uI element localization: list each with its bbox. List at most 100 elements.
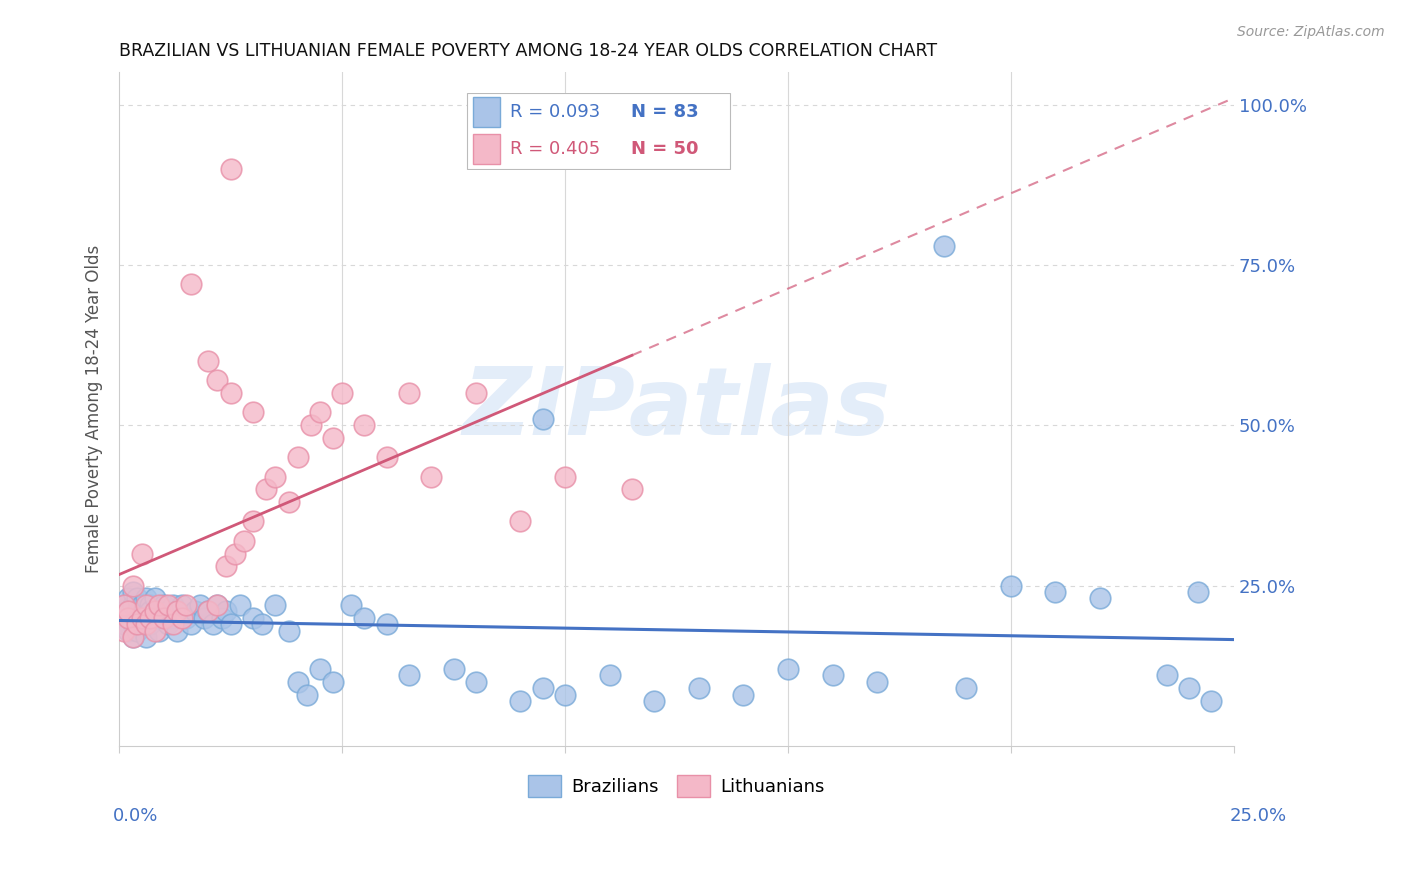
Point (1201, 694, 1223, 708)
Point (166, 624, 188, 638)
Point (121, 630, 143, 644)
Point (330, 386, 353, 401)
Legend: Brazilians, Lithuanians: Brazilians, Lithuanians (522, 768, 832, 805)
Point (153, 598, 176, 612)
Point (287, 450, 309, 465)
Point (143, 604, 166, 618)
Y-axis label: Female Poverty Among 18-24 Year Olds: Female Poverty Among 18-24 Year Olds (86, 245, 103, 574)
Point (170, 610, 193, 624)
Point (197, 604, 219, 618)
Point (620, 483, 643, 497)
Point (121, 579, 143, 593)
Point (228, 598, 250, 612)
Point (211, 610, 233, 624)
Point (121, 585, 143, 599)
Point (1045, 585, 1067, 599)
Point (131, 547, 153, 561)
Point (143, 610, 166, 624)
Point (1000, 579, 1022, 593)
Point (121, 617, 143, 632)
Point (531, 681, 554, 696)
Point (277, 495, 299, 509)
Point (131, 604, 153, 618)
Point (131, 598, 153, 612)
Point (148, 598, 170, 612)
Point (112, 598, 135, 612)
Point (112, 598, 135, 612)
Point (340, 598, 363, 612)
Point (166, 604, 188, 618)
Point (224, 547, 246, 561)
Point (264, 469, 287, 483)
Point (309, 662, 332, 676)
Point (554, 688, 576, 702)
Point (531, 412, 554, 426)
Point (166, 604, 188, 618)
Point (932, 238, 955, 252)
Point (127, 617, 149, 632)
Point (127, 591, 149, 606)
Point (139, 604, 162, 618)
Point (215, 604, 238, 618)
Point (821, 668, 844, 682)
Text: 25.0%: 25.0% (1229, 807, 1286, 825)
Point (309, 405, 332, 419)
Point (207, 598, 229, 612)
Point (955, 681, 977, 696)
Point (127, 604, 149, 618)
Point (254, 483, 277, 497)
Point (157, 598, 180, 612)
Point (1178, 681, 1201, 696)
Point (135, 591, 157, 606)
Point (139, 610, 162, 624)
Point (174, 598, 197, 612)
Point (776, 662, 799, 676)
Point (139, 598, 162, 612)
Point (242, 610, 264, 624)
Point (162, 610, 184, 624)
Point (443, 662, 465, 676)
Point (215, 559, 238, 574)
Point (398, 668, 420, 682)
Point (184, 604, 207, 618)
Point (599, 668, 621, 682)
Point (509, 515, 531, 529)
Point (135, 630, 157, 644)
Point (201, 617, 224, 632)
Point (153, 610, 176, 624)
Point (121, 598, 143, 612)
Point (135, 617, 157, 632)
Point (219, 161, 242, 176)
Point (242, 405, 264, 419)
Point (733, 688, 755, 702)
Point (233, 533, 256, 548)
Point (162, 617, 184, 632)
Point (464, 674, 486, 689)
Point (197, 604, 219, 618)
Point (299, 418, 322, 433)
Point (353, 418, 375, 433)
Point (157, 604, 180, 618)
Point (207, 373, 229, 387)
Point (112, 617, 135, 632)
Point (643, 694, 665, 708)
Point (295, 688, 318, 702)
Point (131, 617, 153, 632)
Text: Source: ZipAtlas.com: Source: ZipAtlas.com (1237, 25, 1385, 39)
Point (180, 277, 202, 292)
Point (117, 604, 139, 618)
Point (207, 598, 229, 612)
Point (1187, 585, 1209, 599)
Point (127, 624, 149, 638)
Point (353, 610, 375, 624)
Point (143, 591, 166, 606)
Point (121, 630, 143, 644)
Point (117, 624, 139, 638)
Point (174, 610, 197, 624)
Point (250, 617, 273, 632)
Point (135, 610, 157, 624)
Point (1156, 668, 1178, 682)
Point (219, 386, 242, 401)
Point (322, 431, 344, 445)
Point (219, 617, 242, 632)
